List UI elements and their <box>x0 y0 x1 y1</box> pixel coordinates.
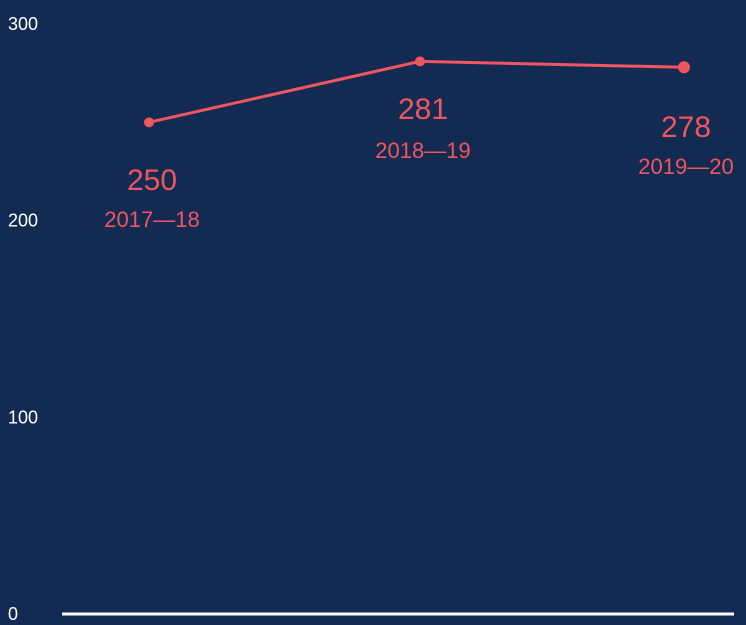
data-labels: 250 2017—18 281 2018—19 278 2019—20 <box>104 93 733 232</box>
y-tick-label: 0 <box>8 604 18 620</box>
category-label: 2017—18 <box>104 207 199 232</box>
data-value-label: 281 <box>398 93 448 126</box>
y-tick-label: 100 <box>8 407 38 427</box>
category-label: 2018—19 <box>375 138 470 163</box>
data-value-label: 250 <box>127 164 177 197</box>
data-value-label: 278 <box>661 111 711 144</box>
y-tick-label: 200 <box>8 211 38 231</box>
data-point <box>144 117 154 128</box>
data-point <box>678 61 690 74</box>
category-label: 2019—20 <box>638 154 733 179</box>
y-axis-ticks: 0 100 200 300 <box>8 14 38 624</box>
data-points <box>144 56 690 128</box>
data-point <box>415 56 425 67</box>
y-tick-label: 300 <box>8 14 38 34</box>
